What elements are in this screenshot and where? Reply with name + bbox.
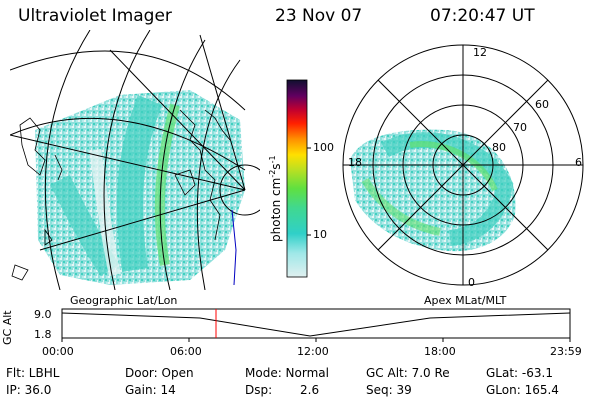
altitude-ylabel: GC Alt	[1, 310, 14, 345]
altitude-ytick-bottom: 1.8	[34, 328, 52, 341]
colorbar-label-100: 100	[313, 141, 334, 154]
aurora-band-left	[50, 175, 120, 277]
info-mode: Mode: Normal	[245, 366, 329, 380]
geographic-map	[10, 30, 260, 290]
colorbar-unit-label: photon cm-2s-1	[268, 155, 283, 242]
info-glon: GLon: 165.4	[486, 383, 559, 397]
geo-map-label: Geographic Lat/Lon	[70, 294, 178, 307]
altitude-xtick-1800: 18:00	[424, 345, 456, 358]
polar-label-6: 6	[575, 156, 582, 169]
polar-aurora-lower	[361, 177, 441, 236]
aurora-gap	[89, 149, 121, 277]
observation-date: 23 Nov 07	[275, 6, 363, 26]
colorbar-label-10: 10	[313, 228, 327, 241]
info-dsp-value: 2.6	[300, 383, 320, 397]
polar-ring-60: 60	[535, 98, 549, 111]
aurora-band-dense	[117, 95, 163, 272]
coastlines	[11, 109, 231, 281]
altitude-xtick-1200: 12:00	[297, 345, 329, 358]
altitude-curve	[61, 312, 571, 337]
altitude-ytick-top: 9.0	[34, 308, 52, 321]
polar-ring-70: 70	[513, 121, 527, 134]
info-glat: GLat: -63.1	[486, 366, 553, 380]
colorbar	[286, 79, 308, 278]
info-dsp-label: Dsp:	[245, 383, 273, 397]
apex-map-label: Apex MLat/MLT	[424, 294, 507, 307]
info-gc-alt: GC Alt: 7.0 Re	[366, 366, 450, 380]
altitude-xtick-0000: 00:00	[42, 345, 74, 358]
polar-grid	[342, 44, 584, 286]
info-filter: Flt: LBHL	[6, 366, 60, 380]
polar-ring-80: 80	[492, 141, 506, 154]
info-door: Door: Open	[125, 366, 194, 380]
polar-plot	[342, 44, 584, 286]
altitude-xticks	[61, 338, 571, 342]
info-gain: Gain: 14	[125, 383, 176, 397]
info-ip: IP: 36.0	[6, 383, 52, 397]
observation-time: 07:20:47 UT	[430, 6, 535, 26]
polar-label-0: 0	[468, 276, 475, 289]
polar-label-18: 18	[348, 156, 362, 169]
altitude-panel	[61, 308, 571, 342]
polar-label-12: 12	[473, 46, 487, 59]
instrument-title: Ultraviolet Imager	[18, 6, 172, 26]
geo-gridlines	[10, 30, 260, 290]
coastline-highlight	[231, 209, 237, 286]
altitude-xtick-0600: 06:00	[170, 345, 202, 358]
altitude-frame	[61, 308, 571, 339]
altitude-xtick-2359: 23:59	[550, 345, 582, 358]
polar-aurora-band	[381, 132, 514, 246]
info-seq: Seq: 39	[366, 383, 412, 397]
